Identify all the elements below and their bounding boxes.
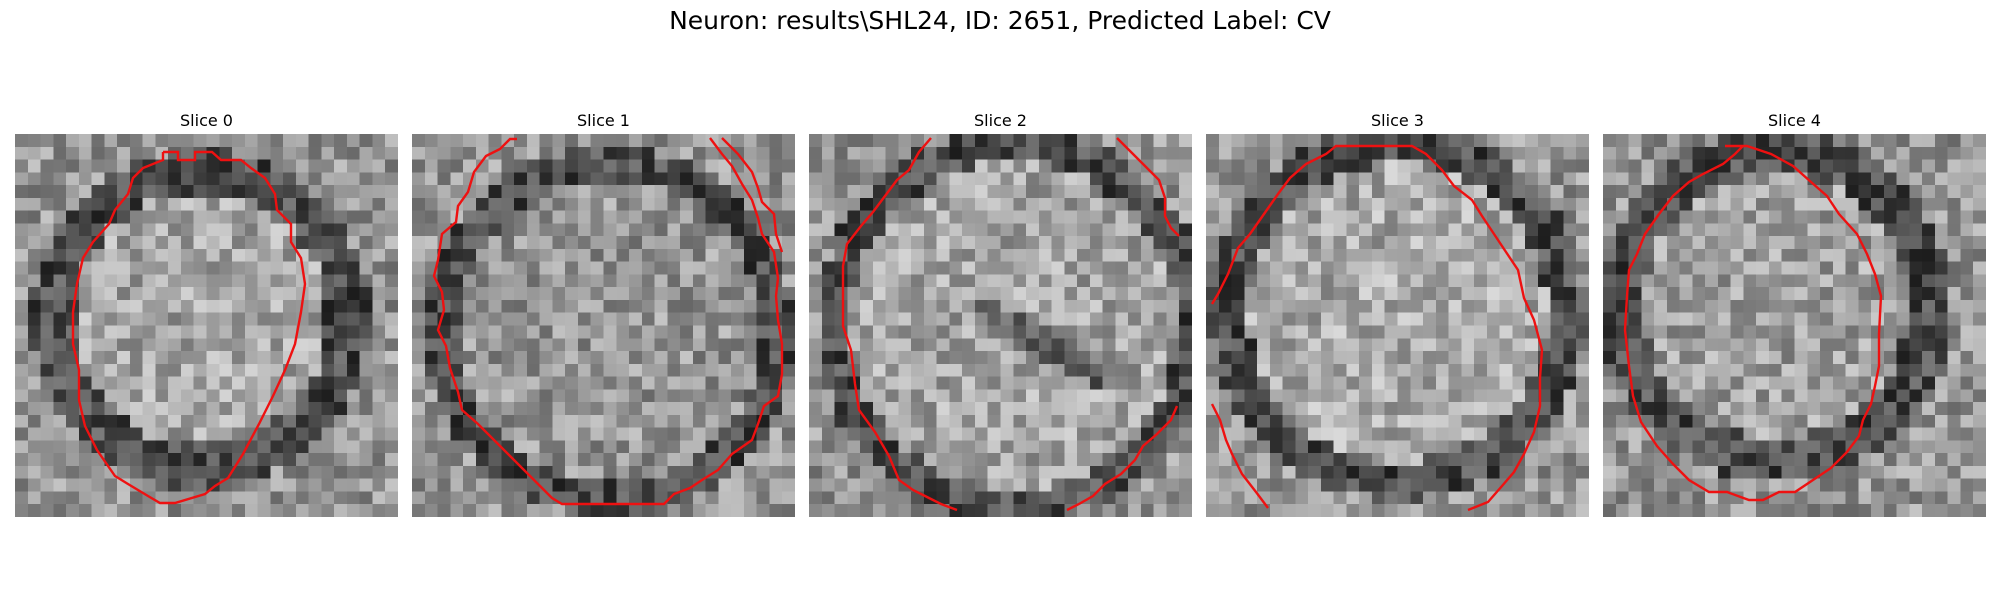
contour-outline-1: [432, 137, 784, 506]
contour-outline-2: [841, 137, 1180, 512]
slice-image-2: [809, 134, 1192, 517]
slice-panel-4: Slice 4: [1603, 108, 1986, 517]
slice-title-3: Slice 3: [1371, 111, 1424, 130]
contour-outline-0: [71, 150, 307, 505]
slice-title-0: Slice 0: [180, 111, 233, 130]
slice-title-2: Slice 2: [974, 111, 1027, 130]
slice-panel-3: Slice 3: [1206, 108, 1589, 517]
slice-image-4: [1603, 134, 1986, 517]
contour-outline-4: [1623, 144, 1883, 502]
slice-title-1: Slice 1: [577, 111, 630, 130]
slice-panel-2: Slice 2: [809, 108, 1192, 517]
figure-title: Neuron: results\SHL24, ID: 2651, Predict…: [669, 6, 1331, 35]
slice-title-4: Slice 4: [1768, 111, 1821, 130]
slice-image-0: [15, 134, 398, 517]
slice-panel-1: Slice 1: [412, 108, 795, 517]
contour-outline-3: [1210, 144, 1544, 512]
slice-panel-0: Slice 0: [15, 108, 398, 517]
